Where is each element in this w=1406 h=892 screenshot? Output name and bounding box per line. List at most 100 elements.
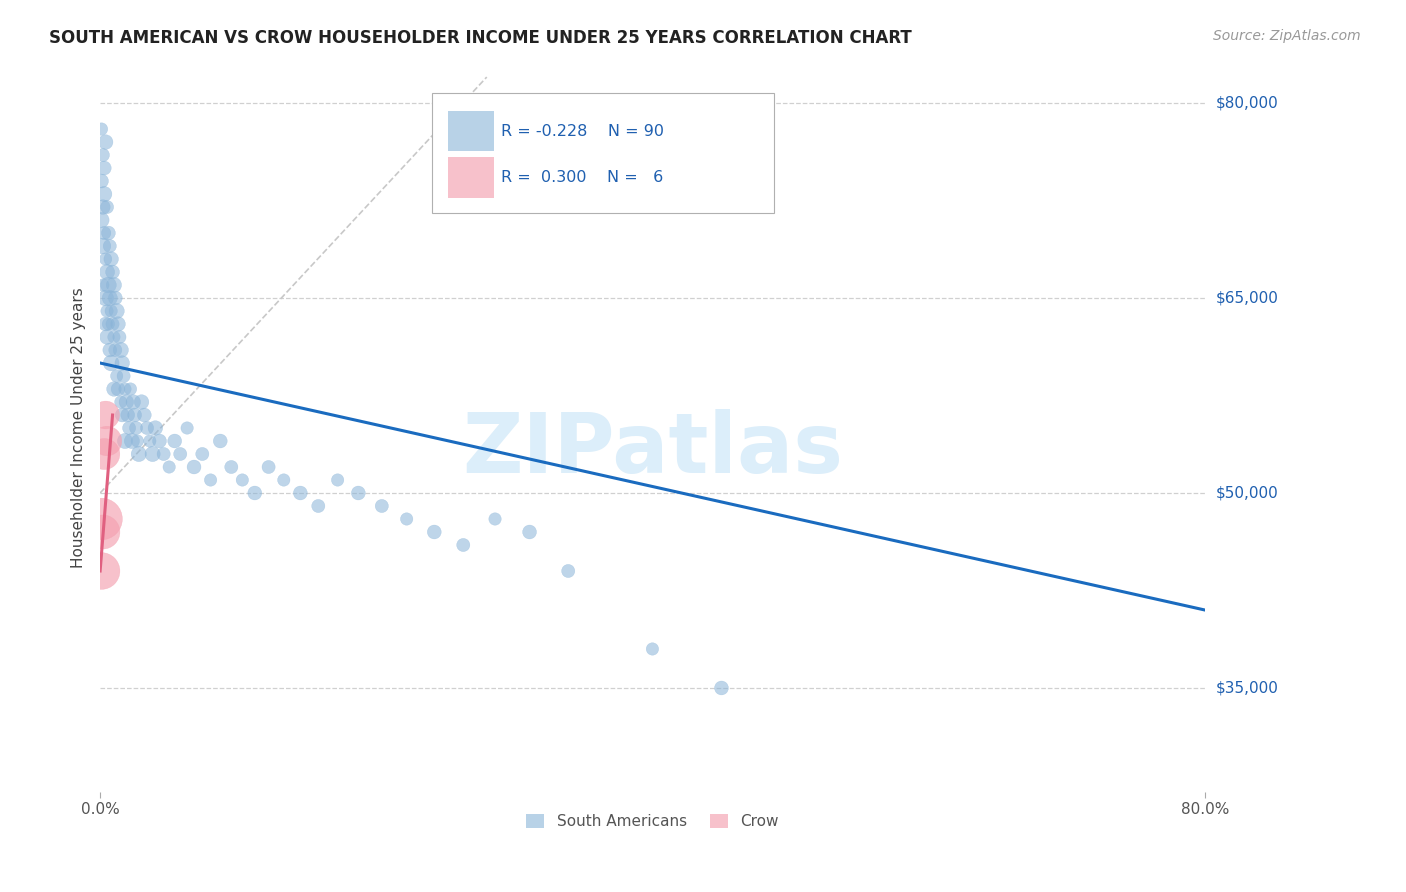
Point — [128, 447, 150, 461]
Point — [148, 434, 170, 448]
Point — [451, 538, 474, 552]
Point — [117, 408, 139, 422]
Point — [121, 434, 143, 448]
Point — [97, 317, 120, 331]
Point — [100, 356, 122, 370]
Point — [104, 343, 127, 357]
Point — [105, 369, 128, 384]
Point — [200, 473, 222, 487]
Point — [103, 278, 125, 293]
Point — [97, 278, 120, 293]
Point — [557, 564, 579, 578]
Point — [169, 447, 191, 461]
Point — [176, 421, 198, 435]
Point — [371, 499, 394, 513]
Point — [307, 499, 329, 513]
Point — [98, 239, 121, 253]
Point — [94, 408, 117, 422]
Point — [183, 460, 205, 475]
Point — [134, 408, 156, 422]
Text: R =  0.300    N =   6: R = 0.300 N = 6 — [501, 170, 664, 186]
Point — [243, 486, 266, 500]
Text: $65,000: $65,000 — [1216, 291, 1278, 306]
Text: SOUTH AMERICAN VS CROW HOUSEHOLDER INCOME UNDER 25 YEARS CORRELATION CHART: SOUTH AMERICAN VS CROW HOUSEHOLDER INCOM… — [49, 29, 912, 46]
Point — [90, 564, 112, 578]
Point — [641, 642, 664, 657]
Text: ZIPatlas: ZIPatlas — [463, 409, 844, 491]
Point — [136, 421, 159, 435]
Point — [94, 252, 117, 266]
Point — [139, 434, 162, 448]
Point — [91, 148, 114, 162]
Point — [163, 434, 186, 448]
Point — [231, 473, 253, 487]
Point — [120, 382, 142, 396]
Point — [90, 122, 112, 136]
Point — [104, 291, 127, 305]
Point — [91, 239, 114, 253]
Point — [142, 447, 165, 461]
Point — [111, 408, 134, 422]
Point — [93, 447, 115, 461]
Point — [290, 486, 312, 500]
Point — [101, 317, 124, 331]
Point — [94, 317, 117, 331]
Point — [108, 330, 131, 344]
Point — [710, 681, 733, 695]
Point — [111, 356, 134, 370]
Point — [90, 512, 112, 526]
Point — [107, 382, 129, 396]
Point — [96, 200, 118, 214]
Text: $50,000: $50,000 — [1216, 485, 1278, 500]
Point — [98, 291, 121, 305]
Y-axis label: Householder Income Under 25 years: Householder Income Under 25 years — [72, 287, 86, 568]
Point — [94, 291, 117, 305]
Point — [395, 512, 418, 526]
Point — [110, 343, 132, 357]
FancyBboxPatch shape — [449, 111, 495, 152]
Point — [100, 304, 122, 318]
Point — [107, 317, 129, 331]
Point — [484, 512, 506, 526]
Point — [98, 343, 121, 357]
Point — [125, 421, 148, 435]
Point — [114, 382, 136, 396]
Text: Source: ZipAtlas.com: Source: ZipAtlas.com — [1213, 29, 1361, 43]
Point — [257, 460, 280, 475]
Point — [519, 524, 541, 539]
Point — [115, 395, 138, 409]
Point — [96, 304, 118, 318]
Point — [94, 135, 117, 149]
Point — [114, 434, 136, 448]
Point — [90, 174, 112, 188]
Point — [191, 447, 214, 461]
Point — [124, 408, 146, 422]
Point — [90, 213, 112, 227]
Point — [112, 369, 135, 384]
Point — [93, 161, 115, 175]
Legend: South Americans, Crow: South Americans, Crow — [520, 808, 785, 835]
FancyBboxPatch shape — [432, 93, 773, 213]
Point — [131, 395, 153, 409]
Point — [96, 330, 118, 344]
Point — [347, 486, 370, 500]
Point — [103, 330, 125, 344]
Point — [103, 382, 125, 396]
Text: R = -0.228    N = 90: R = -0.228 N = 90 — [501, 123, 664, 138]
Text: $80,000: $80,000 — [1216, 95, 1278, 111]
Point — [273, 473, 295, 487]
Point — [122, 395, 145, 409]
Point — [143, 421, 166, 435]
Point — [96, 265, 118, 279]
Point — [326, 473, 349, 487]
FancyBboxPatch shape — [449, 157, 495, 198]
Point — [152, 447, 174, 461]
Point — [101, 265, 124, 279]
Point — [209, 434, 232, 448]
Point — [97, 226, 120, 240]
Point — [221, 460, 243, 475]
Point — [423, 524, 446, 539]
Point — [91, 524, 114, 539]
Point — [93, 226, 115, 240]
Point — [91, 200, 114, 214]
